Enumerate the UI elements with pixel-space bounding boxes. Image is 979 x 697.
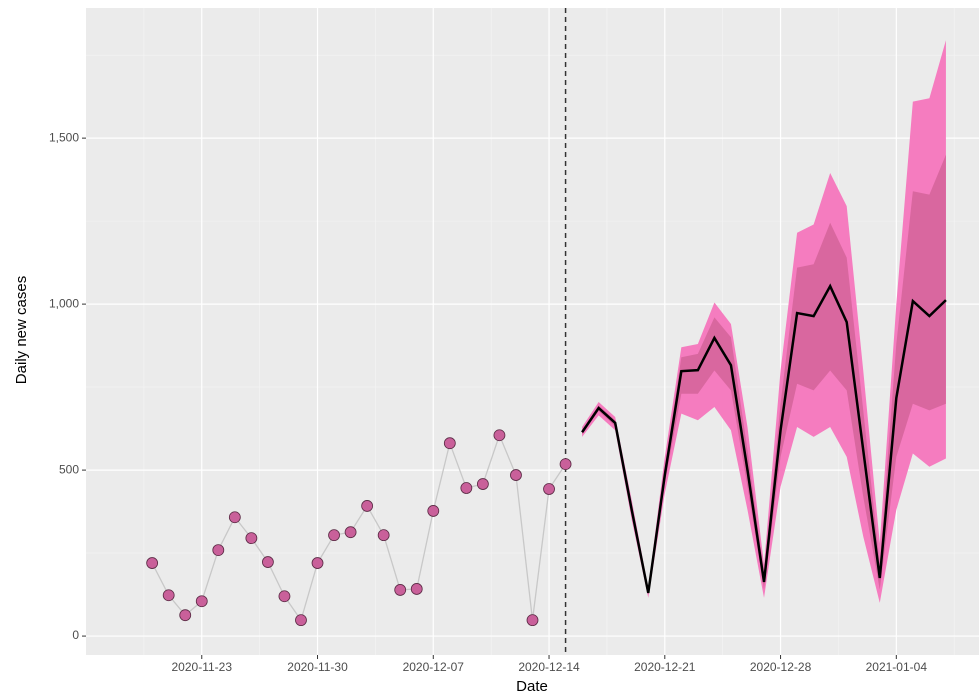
forecast-line <box>581 283 947 594</box>
observed-point <box>228 511 241 524</box>
observed-point <box>179 609 192 622</box>
y-axis-title: Daily new cases <box>13 276 30 384</box>
observed-point <box>559 458 572 471</box>
x-tick-label: 2020-12-21 <box>634 660 696 674</box>
observed-point <box>510 469 522 481</box>
x-axis-title: Date <box>516 678 548 695</box>
x-tick-label: 2020-12-07 <box>403 660 465 674</box>
observed-point <box>262 556 274 568</box>
observed-point <box>311 557 324 569</box>
y-tick-label: 1,500 <box>49 130 79 144</box>
y-tick-label: 500 <box>59 462 79 476</box>
x-tick-label: 2020-12-14 <box>518 660 580 674</box>
observed-point <box>476 478 489 490</box>
observed-point <box>526 614 539 627</box>
observed-point <box>394 584 407 596</box>
observed-line <box>151 433 567 622</box>
band-95 <box>582 40 946 603</box>
observed-point <box>328 529 340 542</box>
observed-point <box>295 614 307 627</box>
observed-point <box>443 437 456 450</box>
y-tick-label: 1,000 <box>49 296 79 310</box>
observed-point <box>410 583 423 595</box>
observed-point <box>543 483 555 495</box>
x-tick-label: 2020-11-23 <box>172 660 233 674</box>
observed-point <box>377 529 390 542</box>
x-tick-label: 2020-11-30 <box>287 660 348 674</box>
observed-point <box>146 557 159 569</box>
observed-point <box>460 482 473 494</box>
observed-point <box>361 500 374 512</box>
observed-point <box>493 429 506 442</box>
observed-point <box>344 526 357 539</box>
observed-point <box>162 589 175 602</box>
observed-point <box>278 590 291 603</box>
observed-point <box>212 544 225 556</box>
observed-point <box>427 505 440 517</box>
observed-point <box>245 532 258 545</box>
y-tick-label: 0 <box>72 628 79 642</box>
x-tick-label: 2021-01-04 <box>866 660 928 674</box>
observed-point <box>195 595 208 608</box>
x-tick-label: 2020-12-28 <box>750 660 812 674</box>
